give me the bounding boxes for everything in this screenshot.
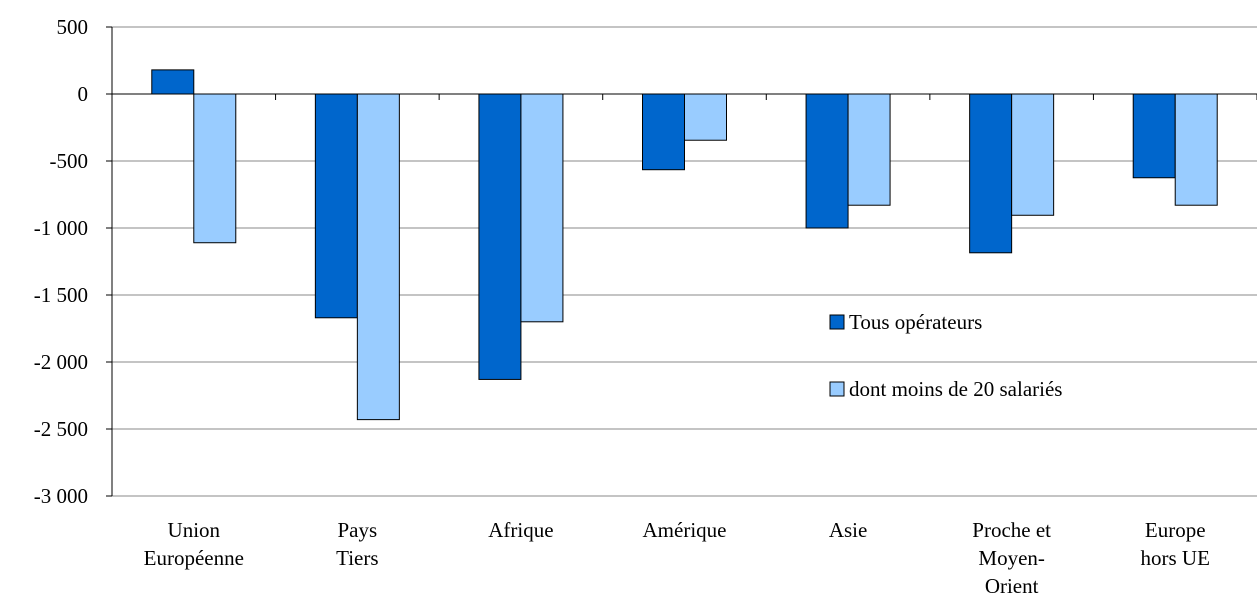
bar <box>193 93 237 244</box>
y-tick-label: -500 <box>49 149 89 173</box>
bar <box>520 93 564 323</box>
y-tick-label: -1 000 <box>33 216 88 240</box>
bar <box>356 93 400 421</box>
bar <box>642 93 685 171</box>
legend-label: dont moins de 20 salariés <box>849 377 1063 401</box>
y-tick-label: -3 000 <box>33 484 88 508</box>
bar <box>684 93 727 141</box>
bar <box>1174 93 1218 206</box>
bar <box>1011 93 1055 216</box>
bar <box>805 93 849 229</box>
x-tick-label: Europe hors UE <box>1140 518 1210 570</box>
x-tick-label: Amérique <box>642 518 727 542</box>
x-tick-label: Pays Tiers <box>336 518 379 570</box>
x-tick-label: Proche et Moyen- Orient <box>972 518 1051 598</box>
bar <box>478 93 522 380</box>
bar <box>151 69 195 95</box>
bar <box>969 93 1013 254</box>
y-tick-label: -2 000 <box>33 350 88 374</box>
y-tick-label: 0 <box>77 82 89 106</box>
legend-swatch <box>829 381 845 397</box>
bar <box>314 93 358 319</box>
y-tick-label: -2 500 <box>33 417 88 441</box>
bar <box>1132 93 1176 179</box>
y-tick-label: 500 <box>56 15 89 39</box>
y-tick-label: -1 500 <box>33 283 88 307</box>
x-tick-label: Union Européenne <box>143 518 244 570</box>
legend-label: Tous opérateurs <box>849 310 983 334</box>
legend-swatch <box>829 314 845 330</box>
x-tick-label: Afrique <box>488 518 554 542</box>
x-tick-label: Asie <box>828 518 868 542</box>
bar <box>847 93 891 206</box>
